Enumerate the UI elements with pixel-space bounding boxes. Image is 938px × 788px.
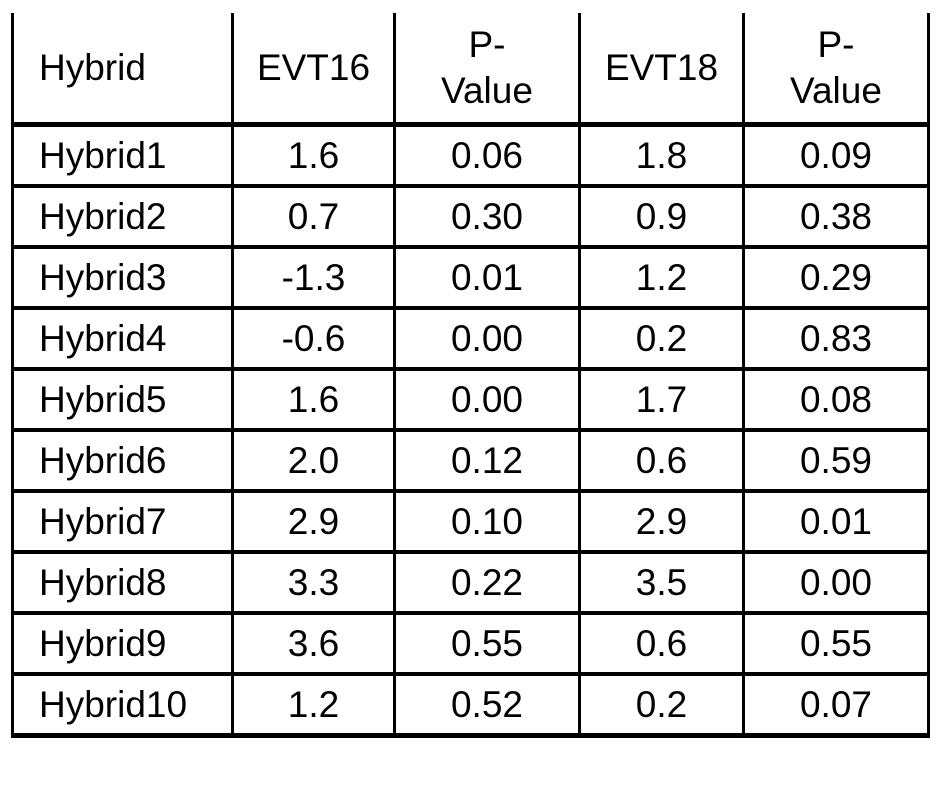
cell-pvalue18: 0.08 [742, 367, 930, 432]
cell-evt18: 3.5 [578, 550, 745, 615]
cell-pvalue16: 0.00 [393, 306, 581, 371]
cell-evt18: 1.8 [578, 122, 745, 188]
cell-pvalue16: 0.22 [393, 550, 581, 615]
cell-pvalue18: 0.83 [742, 306, 930, 371]
cell-evt16: 2.9 [231, 489, 396, 554]
column-header-pvalue18: P- Value [742, 13, 930, 127]
cell-evt18: 0.2 [578, 306, 745, 371]
table-row: Hybrid6 2.0 0.12 0.6 0.59 [11, 428, 930, 493]
table-row: Hybrid7 2.9 0.10 2.9 0.01 [11, 489, 930, 554]
cell-evt18: 0.9 [578, 184, 745, 249]
cell-hybrid-name: Hybrid6 [11, 428, 234, 493]
table-body: Hybrid1 1.6 0.06 1.8 0.09 Hybrid2 0.7 0.… [11, 122, 930, 738]
cell-hybrid-name: Hybrid2 [11, 184, 234, 249]
cell-pvalue18: 0.09 [742, 122, 930, 188]
cell-evt16: 1.6 [231, 367, 396, 432]
cell-evt16: 3.6 [231, 611, 396, 676]
hybrid-evt-pvalue-table: Hybrid EVT16 P- Value EVT18 P- Value Hyb… [11, 13, 930, 738]
column-header-pvalue16: P- Value [393, 13, 581, 127]
table-row: Hybrid2 0.7 0.30 0.9 0.38 [11, 184, 930, 249]
cell-evt16: -1.3 [231, 245, 396, 310]
cell-pvalue18: 0.55 [742, 611, 930, 676]
cell-hybrid-name: Hybrid4 [11, 306, 234, 371]
cell-evt16: -0.6 [231, 306, 396, 371]
cell-pvalue18: 0.29 [742, 245, 930, 310]
cell-hybrid-name: Hybrid3 [11, 245, 234, 310]
cell-pvalue16: 0.06 [393, 122, 581, 188]
cell-hybrid-name: Hybrid9 [11, 611, 234, 676]
table-row: Hybrid5 1.6 0.00 1.7 0.08 [11, 367, 930, 432]
cell-evt16: 1.2 [231, 672, 396, 738]
cell-hybrid-name: Hybrid7 [11, 489, 234, 554]
cell-pvalue18: 0.59 [742, 428, 930, 493]
cell-pvalue16: 0.12 [393, 428, 581, 493]
cell-evt18: 0.2 [578, 672, 745, 738]
table-row: Hybrid8 3.3 0.22 3.5 0.00 [11, 550, 930, 615]
cell-hybrid-name: Hybrid8 [11, 550, 234, 615]
column-header-evt18: EVT18 [578, 13, 745, 127]
cell-pvalue18: 0.01 [742, 489, 930, 554]
header-row: Hybrid EVT16 P- Value EVT18 P- Value [11, 13, 930, 127]
cell-hybrid-name: Hybrid5 [11, 367, 234, 432]
cell-pvalue18: 0.07 [742, 672, 930, 738]
cell-pvalue16: 0.55 [393, 611, 581, 676]
cell-evt18: 0.6 [578, 428, 745, 493]
cell-evt16: 0.7 [231, 184, 396, 249]
cell-evt16: 1.6 [231, 122, 396, 188]
cell-evt18: 0.6 [578, 611, 745, 676]
cell-pvalue16: 0.01 [393, 245, 581, 310]
cell-hybrid-name: Hybrid10 [11, 672, 234, 738]
cell-pvalue16: 0.52 [393, 672, 581, 738]
cell-evt16: 2.0 [231, 428, 396, 493]
cell-pvalue16: 0.10 [393, 489, 581, 554]
cell-pvalue18: 0.00 [742, 550, 930, 615]
table-row: Hybrid4 -0.6 0.00 0.2 0.83 [11, 306, 930, 371]
table-row: Hybrid10 1.2 0.52 0.2 0.07 [11, 672, 930, 738]
table-header: Hybrid EVT16 P- Value EVT18 P- Value [11, 13, 930, 127]
column-header-evt16: EVT16 [231, 13, 396, 127]
table-row: Hybrid1 1.6 0.06 1.8 0.09 [11, 122, 930, 188]
cell-hybrid-name: Hybrid1 [11, 122, 234, 188]
column-header-hybrid: Hybrid [11, 13, 234, 127]
cell-evt18: 1.7 [578, 367, 745, 432]
cell-pvalue16: 0.30 [393, 184, 581, 249]
cell-evt18: 1.2 [578, 245, 745, 310]
table-row: Hybrid9 3.6 0.55 0.6 0.55 [11, 611, 930, 676]
cell-evt18: 2.9 [578, 489, 745, 554]
cell-evt16: 3.3 [231, 550, 396, 615]
cell-pvalue18: 0.38 [742, 184, 930, 249]
table-row: Hybrid3 -1.3 0.01 1.2 0.29 [11, 245, 930, 310]
cell-pvalue16: 0.00 [393, 367, 581, 432]
